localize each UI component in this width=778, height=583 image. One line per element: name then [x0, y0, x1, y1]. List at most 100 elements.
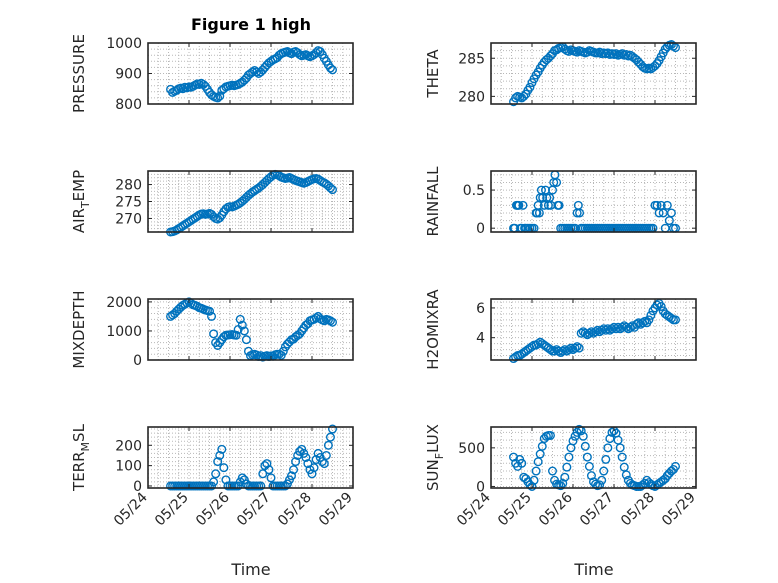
- data-point: [219, 332, 229, 342]
- x-tick-label: 05/28: [618, 490, 658, 530]
- data-point: [601, 454, 611, 464]
- data-point: [328, 317, 338, 327]
- data-series: [166, 46, 338, 103]
- data-series: [509, 40, 681, 107]
- data-point: [574, 424, 584, 434]
- y-tick-label: 270: [115, 211, 142, 227]
- y-tick-label: 2000: [106, 295, 142, 311]
- data-point: [531, 466, 541, 476]
- data-point: [309, 463, 319, 473]
- y-tick-label: 800: [115, 97, 142, 113]
- data-point: [656, 301, 666, 311]
- data-point: [525, 82, 535, 92]
- y-axis-label: RAINFALL: [424, 166, 442, 237]
- subplot-theta: 280 285 THETA: [424, 40, 697, 107]
- data-point: [287, 471, 297, 481]
- y-tick-label: 0: [476, 221, 485, 237]
- y-tick-label: 1000: [106, 324, 142, 340]
- data-series: [509, 298, 681, 364]
- data-point: [237, 320, 247, 330]
- data-point: [586, 471, 596, 481]
- data-point: [517, 458, 527, 468]
- data-point: [217, 444, 227, 454]
- data-point: [235, 314, 245, 324]
- axes-frame: [490, 42, 697, 105]
- data-point: [580, 441, 590, 451]
- data-point: [278, 346, 288, 356]
- data-point: [325, 183, 335, 193]
- data-point: [215, 91, 225, 101]
- subplot-terr-msl: 0 100 200 05/24 05/25 05/26 05/27 05/28 05/29 TER…: [70, 423, 356, 529]
- data-point: [533, 339, 543, 349]
- data-point: [666, 313, 676, 323]
- data-point: [564, 452, 574, 462]
- y-tick-label: 900: [115, 67, 142, 83]
- data-point: [599, 466, 609, 476]
- data-point: [252, 67, 262, 77]
- x-axis-label-left: Time: [230, 560, 270, 579]
- data-point: [303, 459, 313, 469]
- y-tick-label: 4: [476, 331, 485, 347]
- data-point: [621, 49, 631, 59]
- data-point: [662, 200, 672, 210]
- data-point: [617, 49, 627, 59]
- x-tick-label: 05/27: [577, 490, 617, 530]
- data-point: [611, 324, 621, 334]
- data-point: [572, 342, 582, 352]
- y-tick-label: 280: [458, 89, 485, 105]
- data-point: [256, 481, 266, 491]
- y-tick-label: 100: [115, 459, 142, 475]
- axes-frame: [490, 426, 697, 489]
- data-point: [328, 185, 338, 195]
- axes-frame: [147, 298, 354, 361]
- axes-frame: [490, 298, 697, 361]
- y-tick-label: 0: [476, 479, 485, 495]
- data-point: [562, 462, 572, 472]
- data-point: [204, 306, 214, 316]
- data-point: [319, 316, 329, 326]
- data-point: [325, 63, 335, 73]
- y-tick-label: 280: [115, 178, 142, 194]
- x-tick-label: 05/24: [111, 489, 151, 529]
- subplot-pressure: 800 900 1000 PRESSURE: [70, 34, 354, 113]
- data-point: [514, 200, 524, 210]
- data-point: [311, 48, 321, 58]
- data-point: [511, 93, 521, 103]
- data-point: [582, 452, 592, 462]
- data-point: [556, 481, 566, 491]
- data-point: [211, 469, 221, 479]
- y-tick-label: 500: [458, 441, 485, 457]
- y-axis-label: THETA: [424, 49, 442, 99]
- x-tick-label: 05/27: [234, 490, 274, 530]
- data-point: [325, 432, 335, 442]
- data-point: [219, 463, 229, 473]
- x-axis-label-right: Time: [573, 560, 613, 579]
- data-point: [591, 327, 601, 337]
- data-point: [529, 475, 539, 485]
- y-axis-label: AIRTEMP: [70, 170, 92, 233]
- y-axis-label: H2OMIXRA: [424, 289, 442, 370]
- y-tick-label: 6: [476, 301, 485, 317]
- data-point: [319, 459, 329, 469]
- data-point: [280, 481, 290, 491]
- y-tick-label: 0: [133, 353, 142, 369]
- data-point: [291, 457, 301, 467]
- data-point: [527, 481, 537, 491]
- data-point: [323, 440, 333, 450]
- data-point: [539, 200, 549, 210]
- data-point: [545, 430, 555, 440]
- data-point: [575, 208, 585, 218]
- data-point: [621, 470, 631, 480]
- x-tick-label: 05/26: [193, 489, 233, 529]
- data-point: [615, 443, 625, 453]
- y-axis-label: PRESSURE: [70, 34, 88, 113]
- data-point: [239, 326, 249, 336]
- data-point: [519, 91, 529, 101]
- data-point: [328, 424, 338, 434]
- subplot-rainfall: 0 0.5 RAINFALL: [424, 166, 697, 237]
- data-point: [545, 345, 555, 355]
- y-tick-label: 285: [458, 51, 485, 67]
- data-point: [597, 475, 607, 485]
- y-axis-label: TERRMSL: [70, 423, 92, 492]
